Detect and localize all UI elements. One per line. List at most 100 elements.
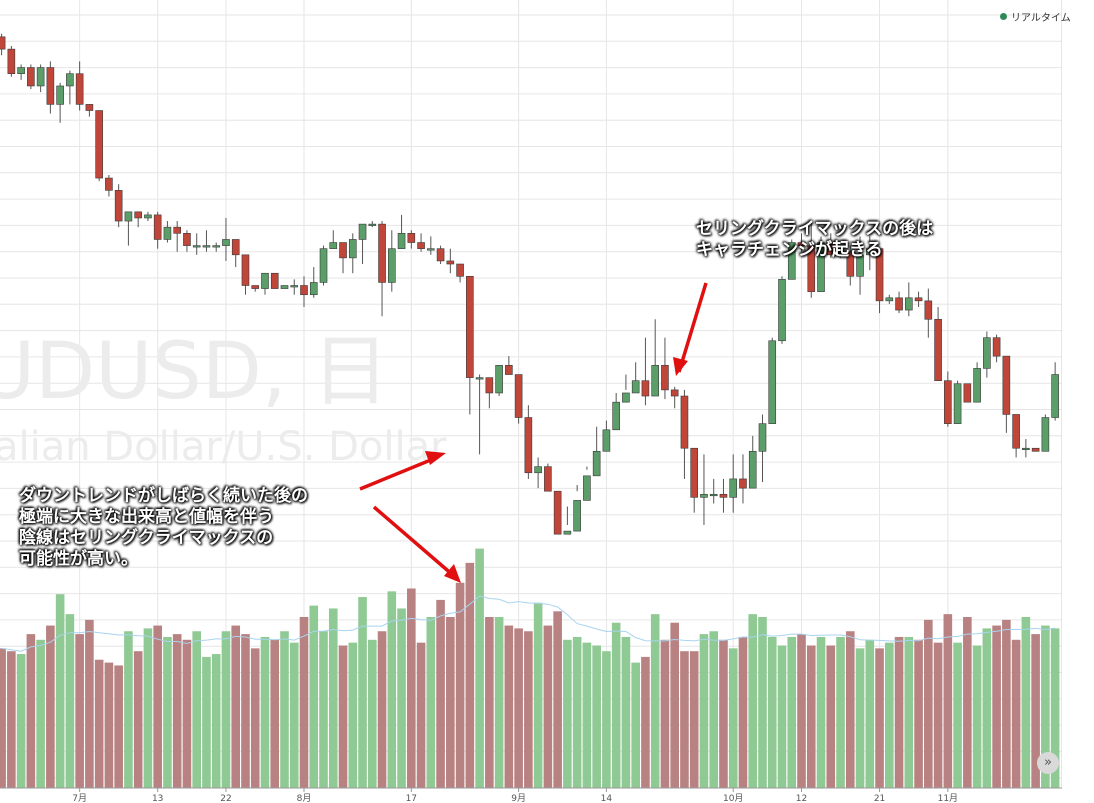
volume-bar: [504, 625, 514, 788]
watermark: UDUSD, 日 alian Dollar/U.S. Dollar: [0, 327, 447, 470]
candle-body: [75, 73, 84, 105]
candle-body: [944, 380, 952, 424]
candle-body: [466, 275, 474, 378]
volume-bar: [0, 648, 6, 788]
candle-body: [895, 297, 903, 311]
candle-body: [475, 377, 484, 380]
candle-body: [592, 450, 601, 477]
volume-bar: [533, 602, 543, 788]
volume-bar: [114, 665, 123, 788]
candle-body: [924, 300, 933, 320]
candle-body: [202, 245, 211, 248]
volume-bar: [738, 636, 748, 788]
volume-bar: [465, 562, 475, 788]
volume-bar: [816, 636, 826, 788]
candle-body: [485, 377, 494, 394]
volume-bar: [289, 642, 299, 788]
candle-body: [661, 365, 669, 391]
x-tick-label: 17: [406, 794, 417, 803]
volume-bar: [338, 645, 348, 788]
volume-bar: [758, 617, 767, 788]
candle-body: [544, 466, 552, 492]
candle-body: [7, 48, 16, 74]
candle-body: [856, 254, 864, 277]
volume-bar: [241, 634, 250, 788]
candle-body: [368, 223, 377, 226]
candle-body: [963, 383, 972, 403]
annotation-selling-climax: セリングクライマックスの後は キャラチェンジが起きる: [696, 219, 933, 261]
candle-body: [1022, 447, 1030, 451]
candle-body: [992, 337, 1001, 357]
volume-bar: [319, 631, 328, 788]
volume-bar: [894, 636, 904, 788]
candle-body: [173, 226, 181, 234]
volume-bar: [328, 608, 338, 788]
arrow-selling-climax: [677, 282, 708, 373]
volume-bar: [172, 634, 182, 788]
candle-body: [378, 223, 386, 283]
volume-bar: [592, 645, 601, 788]
volume-bar: [875, 648, 884, 788]
volume-bar: [280, 631, 289, 788]
candle-body: [456, 263, 464, 277]
x-tick-label: 13: [152, 794, 163, 803]
x-tick-label: 21: [874, 794, 885, 803]
realtime-label: リアルタイム: [1011, 13, 1071, 24]
candle-body: [134, 211, 142, 219]
annotation-line: 可能性が高い。: [19, 549, 138, 569]
candle-body: [680, 395, 689, 449]
x-axis: 7月 13 22 8月 17 9月 14 10月 12 21 11月: [0, 787, 1062, 803]
candle-body: [768, 340, 777, 424]
arrow-downtrend-2: [372, 505, 456, 578]
volume-bar: [524, 631, 533, 788]
volume-bar: [709, 631, 719, 788]
candle-body: [651, 365, 659, 397]
candle-body: [700, 493, 708, 498]
arrow-downtrend-1: [359, 455, 439, 491]
volume-bar: [670, 622, 679, 788]
candle-body: [817, 242, 825, 292]
x-tick-label: 9月: [511, 793, 526, 803]
volume-bar: [270, 639, 280, 788]
x-tick-label: 22: [220, 794, 231, 803]
candle-body: [95, 110, 103, 179]
volume-bar: [943, 614, 953, 788]
volume-bar: [133, 651, 143, 788]
scroll-right-button[interactable]: »: [1037, 752, 1059, 774]
candle-body: [719, 493, 728, 498]
volume-bar: [358, 597, 367, 788]
volume-bar: [65, 614, 75, 788]
volume-bar: [348, 642, 358, 788]
volume-bar: [865, 639, 875, 788]
realtime-indicator[interactable]: リアルタイム: [1000, 9, 1071, 24]
candle-body: [17, 67, 25, 74]
candle-body: [1041, 417, 1050, 452]
candle-body: [641, 380, 650, 397]
volume-bar: [826, 645, 836, 788]
volume-bar: [1041, 625, 1050, 788]
candle-body: [27, 67, 35, 87]
candle-body: [280, 285, 289, 289]
candle-body: [583, 475, 591, 501]
volume-bar: [767, 636, 777, 788]
candle-body: [631, 380, 640, 394]
candle-body: [348, 239, 357, 259]
candle-body: [446, 260, 455, 265]
candle-body: [670, 389, 679, 397]
candle-body: [739, 478, 747, 489]
x-tick-label: 12: [796, 794, 807, 803]
candle-body: [505, 365, 513, 375]
volume-bar: [777, 645, 787, 788]
volume-bar: [933, 642, 943, 788]
candle-body: [758, 423, 767, 452]
volume-bar: [1021, 617, 1031, 788]
candle-body: [690, 447, 699, 498]
volume-bar: [397, 608, 406, 788]
candle-body: [270, 272, 279, 289]
volume-bar: [543, 625, 553, 788]
volume-bar: [972, 645, 982, 788]
annotation-downtrend: ダウントレンドがしばらく続いた後の 極端に大きな出来高と値幅を伴う 陰線はセリン…: [19, 486, 308, 570]
arrowhead-selling-climax: [673, 357, 688, 376]
candle-body: [729, 478, 738, 498]
volume-bar: [953, 642, 962, 788]
